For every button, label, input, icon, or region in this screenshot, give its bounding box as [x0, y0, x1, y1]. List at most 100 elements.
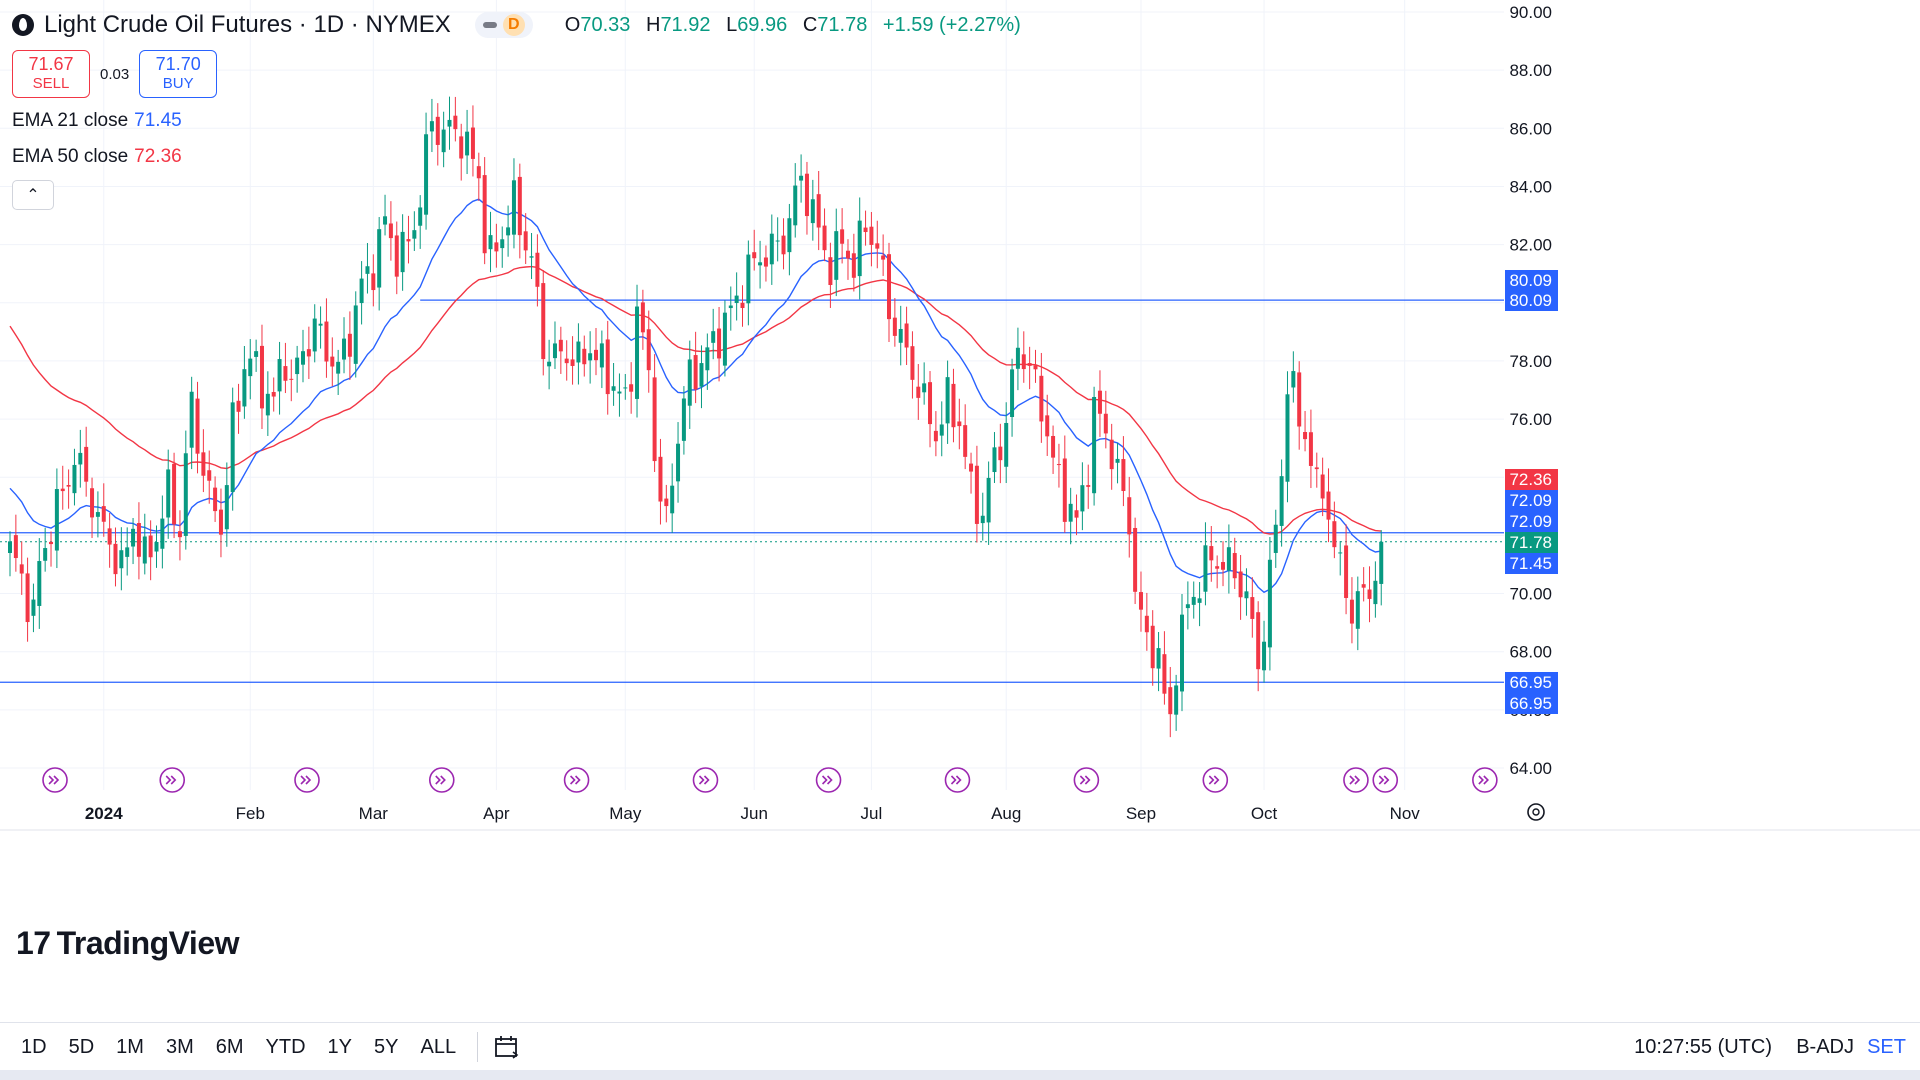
candle-body — [66, 485, 71, 487]
time-axis[interactable]: 2024 Feb Mar Apr May Jun Jul Aug Sep Oct Nov — [0, 803, 1920, 831]
candle — [201, 429, 206, 493]
candle-body — [49, 541, 54, 545]
event-arrow-icon[interactable] — [944, 767, 971, 793]
candle-body — [295, 357, 300, 375]
calendar-icon[interactable] — [494, 1035, 520, 1059]
range-6m[interactable]: 6M — [215, 1035, 244, 1058]
candle — [851, 233, 856, 292]
candle — [529, 232, 534, 280]
candle — [453, 96, 458, 142]
candle — [224, 462, 229, 547]
y-tick-label: 68.00 — [1509, 643, 1552, 662]
candle — [793, 163, 798, 238]
event-marker-circle — [692, 767, 719, 793]
event-arrow-icon[interactable] — [159, 767, 186, 793]
symbol-row[interactable]: Light Crude Oil Futures · 1D · NYMEX D O… — [12, 10, 1031, 40]
candle-body — [564, 358, 569, 364]
buy-button[interactable]: 71.70 BUY — [139, 50, 218, 98]
event-arrow-icon[interactable] — [1202, 767, 1229, 793]
candle-body — [799, 175, 804, 181]
candle-body — [1068, 503, 1073, 522]
candle — [359, 261, 364, 325]
indicator-ema50[interactable]: EMA 50 close 72.36 — [12, 146, 1031, 170]
settings-gear-icon[interactable] — [1527, 803, 1545, 821]
candle-body — [763, 257, 768, 267]
candle — [869, 211, 874, 267]
range-ytd[interactable]: YTD — [265, 1035, 306, 1058]
event-arrow-icon[interactable] — [563, 767, 590, 793]
price-chart[interactable]: 64.0066.0068.0070.0072.0074.0076.0078.00… — [0, 0, 1920, 1022]
price-tag-bg — [1505, 490, 1558, 511]
candle-body — [1273, 524, 1278, 553]
adjustment-toggle[interactable]: B-ADJ — [1796, 1035, 1854, 1058]
event-arrow-icon[interactable] — [1343, 767, 1369, 793]
y-tick-label: 86.00 — [1509, 119, 1552, 138]
range-5d[interactable]: 5D — [68, 1035, 95, 1058]
range-1y[interactable]: 1Y — [327, 1035, 353, 1058]
event-arrow-icon[interactable] — [1073, 767, 1100, 793]
candle — [189, 376, 194, 470]
candle-body — [840, 229, 845, 244]
sell-button[interactable]: 71.67 SELL — [12, 50, 90, 98]
candle — [523, 213, 528, 265]
status-dash-icon — [482, 22, 497, 28]
candle — [388, 201, 393, 261]
chart-legend: Light Crude Oil Futures · 1D · NYMEX D O… — [12, 10, 1031, 210]
candle-body — [646, 329, 651, 371]
candle-body — [172, 463, 177, 525]
candle-body — [236, 400, 241, 412]
candle — [1355, 576, 1360, 651]
range-3m[interactable]: 3M — [165, 1035, 194, 1058]
candle-body — [218, 509, 223, 535]
range-1m[interactable]: 1M — [116, 1035, 144, 1058]
tradingview-logo[interactable]: 17 TradingView — [16, 925, 240, 962]
market-status-pill[interactable]: D — [474, 12, 533, 38]
candle — [95, 491, 100, 538]
candle — [1291, 351, 1296, 403]
candle — [406, 215, 411, 264]
candle — [1021, 331, 1026, 383]
candle-body — [1209, 546, 1214, 561]
candle — [939, 401, 944, 457]
candle-body — [1056, 464, 1061, 466]
candle-body — [500, 239, 505, 249]
utc-clock[interactable]: 10:27:55 (UTC) — [1634, 1035, 1772, 1058]
range-all[interactable]: ALL — [420, 1035, 457, 1058]
candle-body — [1285, 394, 1290, 482]
event-arrow-icon[interactable] — [815, 767, 842, 793]
candle — [1010, 358, 1015, 437]
candle-body — [1185, 604, 1190, 609]
event-arrow-icon[interactable] — [1372, 767, 1399, 793]
low-label: L — [726, 13, 738, 36]
candle-body — [576, 341, 581, 363]
range-5y[interactable]: 5Y — [374, 1035, 399, 1058]
candle-body — [887, 254, 891, 320]
candle-body — [511, 180, 516, 235]
symbol-title[interactable]: Light Crude Oil Futures · 1D · NYMEX — [44, 11, 451, 38]
event-arrow-icon[interactable] — [294, 767, 320, 793]
candle-body — [95, 512, 100, 517]
price-axis[interactable]: 64.0066.0068.0070.0072.0074.0076.0078.00… — [1504, 0, 1920, 830]
candle-body — [986, 477, 991, 523]
candle — [318, 306, 323, 349]
event-markers[interactable] — [42, 767, 1498, 793]
candle — [916, 364, 921, 420]
event-marker-chevrons — [435, 775, 446, 785]
candle-body — [195, 398, 200, 454]
event-arrow-icon[interactable] — [428, 767, 455, 793]
event-arrow-icon[interactable] — [1472, 767, 1498, 793]
candle — [887, 242, 891, 343]
y-tick-label: 84.00 — [1509, 177, 1552, 196]
candle — [758, 240, 763, 289]
collapse-legend-button[interactable]: ⌃ — [12, 180, 54, 210]
range-1d[interactable]: 1D — [21, 1035, 47, 1058]
settlement-toggle[interactable]: SET — [1867, 1035, 1906, 1058]
event-arrow-icon[interactable] — [692, 767, 719, 793]
candle-body — [1086, 485, 1091, 487]
y-tick-label: 76.00 — [1509, 410, 1552, 429]
event-arrow-icon[interactable] — [42, 767, 68, 793]
indicator-ema21[interactable]: EMA 21 close 71.45 — [12, 110, 1031, 134]
candle-body — [611, 386, 616, 391]
candle — [72, 448, 77, 506]
event-marker-circle — [294, 767, 320, 793]
